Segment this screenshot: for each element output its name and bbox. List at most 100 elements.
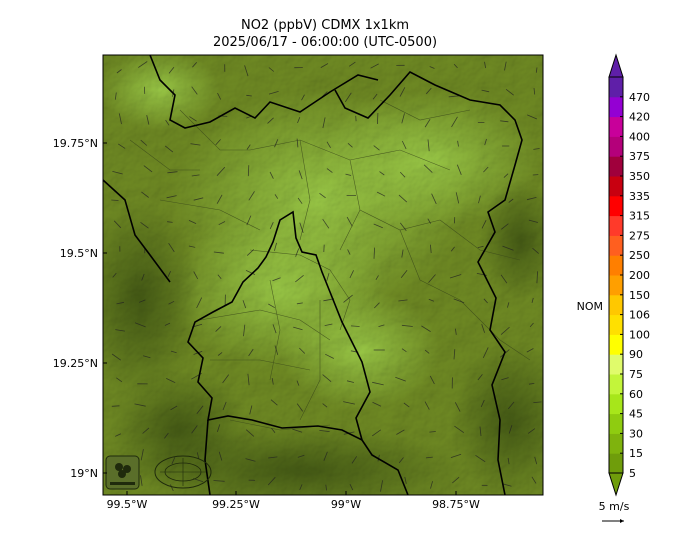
- wind-vector: [191, 425, 198, 434]
- wind-vector: [218, 451, 223, 461]
- wind-vector: [431, 193, 437, 205]
- colorbar-segment: [609, 136, 623, 157]
- wind-vector: [248, 191, 255, 201]
- wind-vector: [475, 454, 486, 463]
- wind-vector: [424, 118, 431, 128]
- wind-vector: [507, 457, 510, 465]
- wind-vector: [375, 275, 379, 281]
- wind-vector: [196, 297, 203, 309]
- wind-vector: [192, 62, 198, 68]
- wind-vector: [299, 347, 306, 354]
- wind-vector: [427, 218, 432, 224]
- wind-vector: [247, 165, 250, 177]
- wind-vector: [502, 245, 514, 251]
- wind-vector: [142, 427, 150, 434]
- wind-vector: [168, 242, 175, 253]
- y-tick-label: 19.75°N: [53, 137, 98, 150]
- wind-vector: [500, 274, 508, 284]
- colorbar-tick-label: 315: [629, 210, 650, 223]
- institution-seal: [154, 455, 212, 489]
- wind-vector: [118, 113, 122, 125]
- wind-vector: [347, 143, 353, 148]
- wind-vector: [398, 299, 408, 302]
- wind-vector: [323, 451, 328, 461]
- wind-vector: [271, 378, 274, 385]
- colorbar-segment: [609, 116, 623, 137]
- wind-vector: [297, 197, 303, 204]
- wind-vector: [193, 271, 199, 280]
- wind-vector: [533, 148, 540, 150]
- wind-vector: [322, 218, 330, 229]
- wind-vector: [453, 349, 456, 360]
- map-area[interactable]: [80, 50, 570, 515]
- wind-vector: [140, 475, 143, 486]
- wind-vector: [116, 69, 122, 74]
- wind-vector: [429, 375, 435, 385]
- wind-vector: [213, 480, 225, 482]
- colorbar-segment: [609, 215, 623, 236]
- wind-vector: [164, 322, 171, 326]
- colorbar-tick-label: 100: [629, 328, 650, 341]
- wind-vector: [215, 326, 222, 332]
- wind-vector: [373, 223, 383, 229]
- wind-vector: [453, 63, 458, 69]
- wind-vector: [427, 139, 430, 152]
- colorbar-tick-label: 60: [629, 388, 643, 401]
- wind-vector: [167, 171, 178, 174]
- colorbar-tick-label: 200: [629, 269, 650, 282]
- colorbar-tick-label: 350: [629, 170, 650, 183]
- wind-vector: [140, 139, 148, 146]
- wind-vector: [117, 143, 126, 149]
- colorbar-tick-label: 275: [629, 229, 650, 242]
- wind-vector: [448, 95, 460, 98]
- wind-vector: [450, 453, 462, 458]
- wind-vector: [326, 141, 331, 149]
- wind-vector: [346, 380, 354, 383]
- wind-vector: [502, 483, 512, 487]
- wind-vector: [455, 328, 457, 335]
- colorbar-segment: [609, 433, 623, 454]
- wind-vector: [508, 198, 514, 203]
- municipal-boundaries: [129, 99, 531, 431]
- wind-vector: [299, 484, 303, 491]
- wind-vector: [404, 476, 407, 484]
- wind-vector: [141, 191, 149, 198]
- wind-vectors: [111, 61, 542, 492]
- colorbar-tick-label: 106: [629, 309, 650, 322]
- wind-vector: [322, 374, 332, 383]
- colorbar-max-extend: [608, 53, 624, 78]
- wind-vector: [268, 456, 278, 459]
- colorbar-tick-label: 470: [629, 91, 650, 104]
- wind-vector: [247, 373, 250, 386]
- wind-vector: [380, 480, 383, 492]
- wind-vector: [244, 65, 249, 77]
- wind-vector: [196, 452, 200, 459]
- colorbar-tick-label: 335: [629, 190, 650, 203]
- wind-vector: [378, 324, 385, 327]
- wind-vector: [531, 297, 534, 304]
- wind-vector: [166, 195, 177, 199]
- x-axis-labels: 99.5°W 99.25°W 99°W 98.75°W: [107, 498, 480, 511]
- wind-vector: [249, 405, 253, 415]
- wind-vector: [268, 91, 279, 95]
- colorbar-segment: [609, 235, 623, 256]
- wind-vector: [267, 476, 276, 486]
- wind-vector: [481, 323, 485, 333]
- wind-vector: [111, 353, 122, 361]
- wind-vector: [297, 454, 305, 458]
- colorbar-tick-label: 45: [629, 408, 643, 421]
- wind-vector: [452, 476, 460, 484]
- colorbar: 5 15 30 45 60 75 90 100 106 150 200 250 275 315 335 350…: [608, 53, 650, 497]
- wind-vector: [508, 425, 513, 434]
- map-title: NO2 (ppbV) CDMX 1x1km: [240, 18, 410, 33]
- wind-vector: [428, 298, 435, 302]
- wind-vector: [505, 88, 514, 96]
- wind-vector: [507, 401, 515, 410]
- wind-vector: [213, 251, 224, 254]
- wind-vector: [527, 428, 536, 434]
- wind-vector: [501, 377, 509, 381]
- wind-vector: [372, 93, 378, 100]
- colorbar-tick-label: 90: [629, 348, 643, 361]
- wind-vector: [293, 326, 303, 331]
- wind-vector: [379, 171, 385, 176]
